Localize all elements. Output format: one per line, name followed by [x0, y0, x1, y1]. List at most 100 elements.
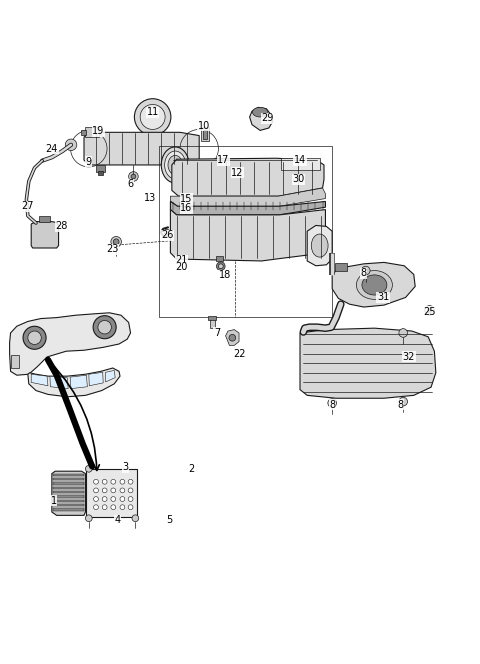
Text: 19: 19 [92, 126, 105, 136]
Text: 21: 21 [175, 255, 188, 265]
Circle shape [132, 515, 139, 522]
Polygon shape [10, 313, 131, 375]
Text: 15: 15 [180, 194, 192, 204]
Bar [53, 495, 84, 497]
Circle shape [102, 479, 107, 484]
Circle shape [94, 497, 98, 501]
Text: 12: 12 [231, 167, 244, 178]
Ellipse shape [312, 234, 328, 257]
Polygon shape [70, 375, 87, 388]
Polygon shape [172, 158, 324, 196]
Text: 4: 4 [115, 515, 120, 525]
Bar [11, 355, 19, 368]
Circle shape [98, 321, 111, 334]
Text: 9: 9 [86, 157, 92, 167]
Circle shape [216, 262, 225, 270]
Circle shape [229, 335, 236, 341]
Bar [98, 171, 103, 175]
Text: 5: 5 [166, 515, 172, 525]
Bar [201, 127, 209, 141]
Text: 17: 17 [217, 155, 229, 165]
Circle shape [111, 236, 121, 247]
Polygon shape [170, 201, 325, 215]
Circle shape [128, 479, 133, 484]
Text: 30: 30 [292, 175, 305, 185]
Circle shape [94, 479, 98, 484]
Text: 31: 31 [377, 292, 389, 302]
Bar [53, 487, 84, 489]
Circle shape [93, 315, 116, 339]
Circle shape [65, 139, 77, 151]
Text: 6: 6 [128, 179, 133, 189]
Text: 27: 27 [22, 201, 34, 211]
Circle shape [128, 488, 133, 493]
Text: 22: 22 [233, 349, 245, 359]
Polygon shape [89, 373, 103, 386]
Circle shape [134, 99, 171, 135]
Ellipse shape [362, 275, 387, 295]
Bar [86, 469, 137, 517]
Text: 1: 1 [51, 496, 57, 506]
Circle shape [94, 488, 98, 493]
Circle shape [361, 266, 370, 275]
Circle shape [111, 505, 116, 509]
Circle shape [28, 331, 41, 345]
Circle shape [120, 479, 125, 484]
Text: 8: 8 [361, 268, 367, 278]
Polygon shape [84, 132, 199, 165]
Circle shape [399, 397, 408, 406]
Circle shape [94, 505, 98, 509]
Circle shape [128, 505, 133, 509]
Text: 28: 28 [55, 221, 68, 231]
Polygon shape [300, 328, 436, 398]
Text: 8: 8 [329, 400, 335, 410]
Text: 11: 11 [146, 107, 159, 117]
Polygon shape [28, 368, 120, 397]
Bar [159, 146, 332, 317]
Circle shape [111, 479, 116, 484]
Text: 26: 26 [161, 230, 173, 240]
Text: 10: 10 [198, 121, 210, 131]
Ellipse shape [209, 158, 228, 181]
Text: 23: 23 [107, 244, 119, 254]
Text: 13: 13 [144, 193, 156, 203]
Polygon shape [106, 371, 115, 382]
Polygon shape [50, 376, 68, 388]
Polygon shape [170, 210, 325, 261]
Circle shape [128, 497, 133, 501]
Ellipse shape [168, 155, 182, 175]
Bar [335, 264, 347, 270]
Bar [281, 158, 320, 170]
Circle shape [102, 488, 107, 493]
Circle shape [399, 329, 408, 337]
Ellipse shape [165, 151, 186, 179]
Polygon shape [332, 262, 415, 307]
Circle shape [427, 308, 432, 313]
Bar [53, 504, 84, 506]
Polygon shape [31, 222, 59, 248]
Text: 29: 29 [262, 114, 274, 124]
Polygon shape [31, 374, 48, 386]
Circle shape [131, 174, 136, 179]
Ellipse shape [356, 270, 393, 299]
Bar [53, 491, 84, 493]
Text: 16: 16 [180, 203, 192, 213]
Circle shape [120, 488, 125, 493]
Circle shape [111, 497, 116, 501]
Text: 14: 14 [294, 155, 306, 165]
Circle shape [425, 305, 434, 315]
Polygon shape [52, 471, 85, 515]
Text: 20: 20 [175, 262, 188, 272]
Bar [203, 130, 207, 139]
Bar [81, 129, 86, 135]
Text: 25: 25 [423, 307, 436, 317]
Circle shape [129, 172, 138, 181]
Bar [53, 478, 84, 480]
Circle shape [111, 488, 116, 493]
Bar [53, 499, 84, 502]
Ellipse shape [161, 147, 189, 183]
Ellipse shape [252, 108, 268, 117]
Circle shape [85, 515, 92, 522]
Bar [53, 508, 84, 511]
Circle shape [120, 505, 125, 509]
